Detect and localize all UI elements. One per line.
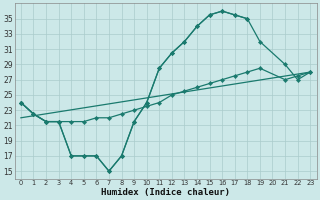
X-axis label: Humidex (Indice chaleur): Humidex (Indice chaleur) — [101, 188, 230, 197]
